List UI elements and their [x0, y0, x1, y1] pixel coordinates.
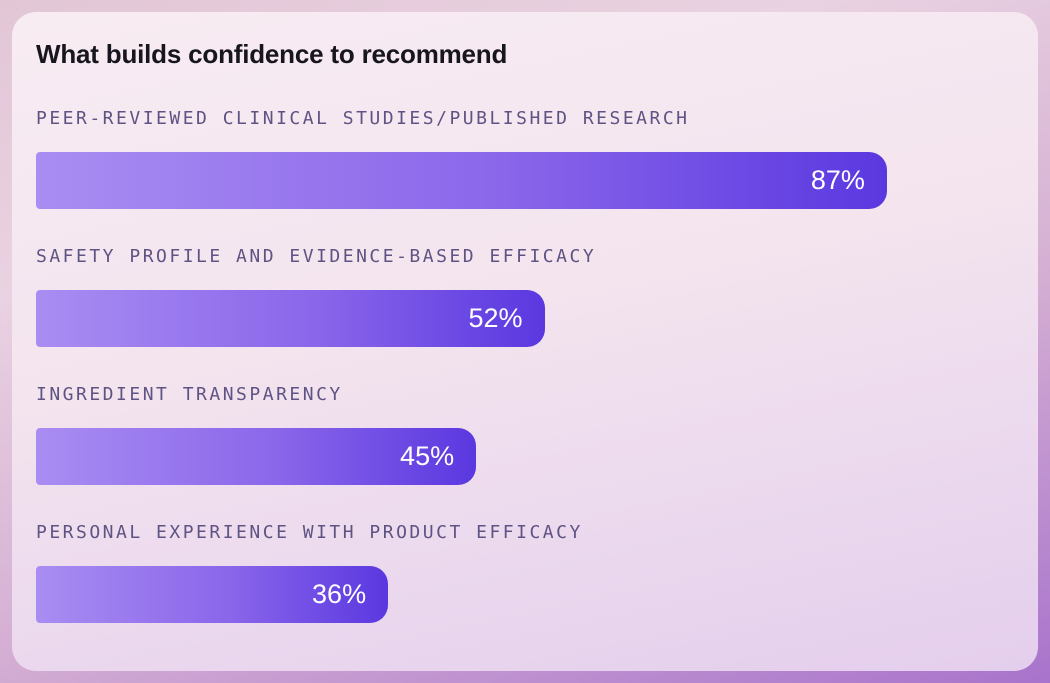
bar-row: PERSONAL EXPERIENCE WITH PRODUCT EFFICAC… — [36, 521, 1014, 623]
bar-row: SAFETY PROFILE AND EVIDENCE-BASED EFFICA… — [36, 245, 1014, 347]
bar-category-label: SAFETY PROFILE AND EVIDENCE-BASED EFFICA… — [36, 246, 597, 267]
bar-track: 45% — [36, 428, 1014, 485]
bar-value-label: 52% — [468, 303, 523, 333]
bar-category-label: PERSONAL EXPERIENCE WITH PRODUCT EFFICAC… — [36, 522, 583, 543]
bar: 52% — [36, 290, 545, 347]
bar: 36% — [36, 566, 389, 623]
bar-row: PEER-REVIEWED CLINICAL STUDIES/PUBLISHED… — [36, 107, 1014, 209]
bar-row: INGREDIENT TRANSPARENCY 45% — [36, 383, 1014, 485]
chart-card: What builds confidence to recommend PEER… — [12, 12, 1038, 671]
bar: 87% — [36, 152, 887, 209]
chart-title: What builds confidence to recommend — [36, 39, 508, 69]
bar-category-label: PEER-REVIEWED CLINICAL STUDIES/PUBLISHED… — [36, 108, 690, 129]
bar-value-label: 36% — [312, 579, 367, 609]
bar-category-label: INGREDIENT TRANSPARENCY — [36, 384, 343, 405]
bar-track: 52% — [36, 290, 1014, 347]
bar-track: 36% — [36, 566, 1014, 623]
bar-value-label: 45% — [400, 441, 455, 471]
bar-track: 87% — [36, 152, 1014, 209]
bar-value-label: 87% — [810, 165, 865, 195]
bar: 45% — [36, 428, 477, 485]
